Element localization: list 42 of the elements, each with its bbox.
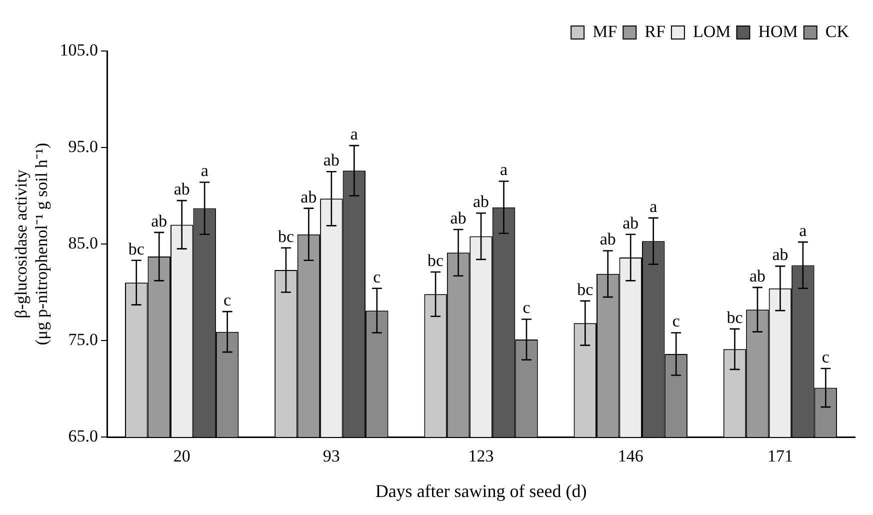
data-label: c bbox=[822, 347, 830, 366]
x-tick-label: 171 bbox=[767, 446, 793, 466]
legend-label: HOM bbox=[758, 22, 798, 41]
data-label: ab bbox=[174, 180, 190, 199]
data-label: a bbox=[200, 161, 209, 180]
data-label: bc bbox=[577, 280, 594, 299]
x-tick-label: 20 bbox=[173, 446, 190, 466]
x-tick-label: 123 bbox=[468, 446, 494, 466]
data-label: c bbox=[373, 267, 382, 286]
y-tick-label: 65.0 bbox=[68, 426, 98, 446]
data-label: ab bbox=[473, 192, 490, 212]
data-label: ab bbox=[749, 266, 766, 286]
data-label: ab bbox=[600, 230, 616, 249]
data-label: ab bbox=[772, 245, 788, 264]
legend-label: MF bbox=[592, 22, 618, 41]
data-label: ab bbox=[300, 187, 317, 206]
x-tick-label: 93 bbox=[322, 446, 340, 466]
data-label: ab bbox=[151, 211, 168, 230]
legend-label: LOM bbox=[692, 22, 731, 41]
data-label: bc bbox=[278, 226, 294, 246]
data-label: a bbox=[500, 160, 508, 180]
data-label: a bbox=[799, 221, 808, 240]
y-tick-label: 85.0 bbox=[68, 233, 98, 252]
y-tick-label: 75.0 bbox=[68, 330, 98, 349]
y-axis-title: β-glucosidase activity (μg p-nitrophenol⁻¹ g soil h⁻¹) bbox=[12, 142, 52, 346]
data-label: c bbox=[522, 298, 531, 318]
y-tick-label: 95.0 bbox=[68, 136, 98, 156]
data-label: bc bbox=[726, 308, 744, 327]
legend-label: CK bbox=[825, 22, 850, 41]
data-label: a bbox=[650, 196, 658, 216]
x-tick-label: 146 bbox=[618, 446, 644, 466]
legend-label: RF bbox=[644, 22, 666, 41]
data-label: bc bbox=[128, 239, 145, 258]
data-label: bc bbox=[428, 250, 444, 270]
data-label: ab bbox=[323, 150, 340, 170]
data-label: c bbox=[224, 290, 232, 310]
x-axis-title: Days after sawing of seed (d) bbox=[375, 480, 587, 501]
data-label: ab bbox=[622, 213, 639, 232]
data-label: c bbox=[672, 312, 680, 331]
data-label: ab bbox=[450, 208, 466, 228]
y-tick-label: 105.0 bbox=[60, 40, 98, 60]
data-label: a bbox=[350, 124, 358, 144]
